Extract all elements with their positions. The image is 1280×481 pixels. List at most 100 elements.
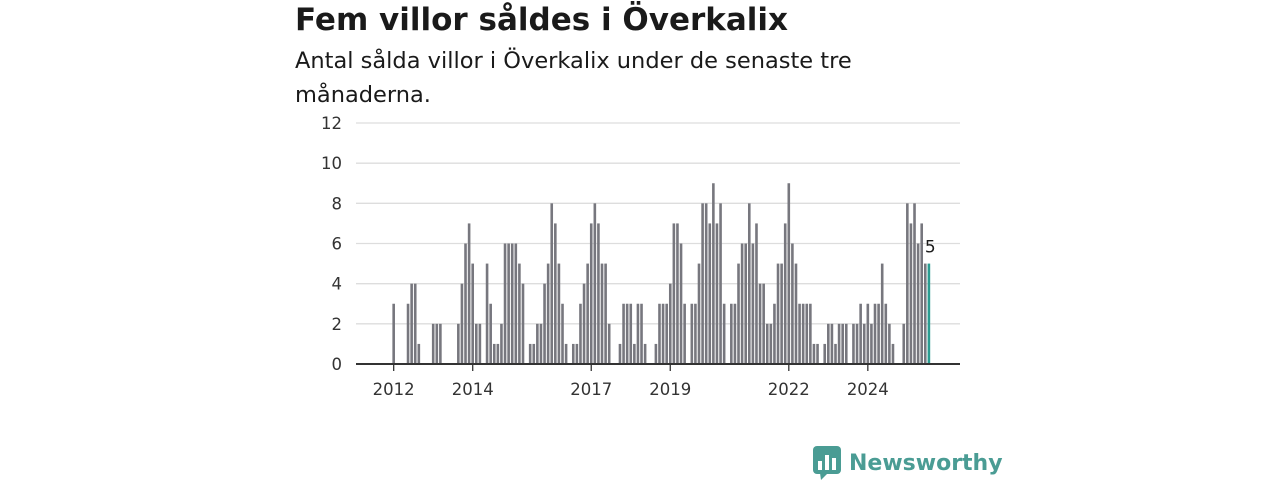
bar (762, 283, 765, 364)
bar (747, 203, 751, 364)
bar (575, 343, 579, 364)
bar (690, 303, 694, 364)
bar (830, 323, 834, 364)
bar (413, 283, 417, 364)
bar (417, 343, 421, 364)
annotations: 5 (925, 238, 936, 258)
bar (859, 303, 862, 364)
bar (873, 303, 877, 364)
bar (827, 323, 830, 364)
bar (640, 303, 643, 364)
bar (406, 303, 410, 364)
bar (518, 263, 521, 364)
bar (769, 323, 773, 364)
bar (852, 323, 855, 364)
bar (561, 303, 564, 364)
bar (536, 323, 539, 364)
bar (503, 243, 507, 364)
bar (410, 283, 413, 364)
y-tick-label: 12 (321, 114, 342, 133)
bar (884, 303, 888, 364)
bar (737, 263, 740, 364)
bar (794, 263, 798, 364)
bar (902, 323, 906, 364)
bar (528, 343, 532, 364)
y-axis-tick-labels: 0 2 4 6 8 10 12 (321, 114, 342, 374)
bar (492, 343, 496, 364)
bar (812, 343, 816, 364)
bar (543, 283, 546, 364)
bar (467, 223, 471, 364)
bar (658, 303, 661, 364)
bar (586, 263, 589, 364)
bar (783, 223, 787, 364)
bar (676, 223, 679, 364)
bar (891, 343, 895, 364)
bar (582, 283, 586, 364)
bar (485, 263, 489, 364)
y-tick-label: 6 (332, 235, 343, 254)
bar (697, 263, 701, 364)
bar (855, 323, 859, 364)
brand: Newsworthy (813, 445, 1003, 481)
bar (701, 203, 704, 364)
y-tick-label: 2 (332, 315, 343, 334)
bar (920, 223, 924, 364)
bar (643, 343, 647, 364)
bar (909, 223, 913, 364)
x-tick-label: 2022 (768, 380, 810, 399)
bar (805, 303, 809, 364)
bar (773, 303, 776, 364)
bar (636, 303, 640, 364)
x-tick-label: 2024 (847, 380, 889, 399)
bar (787, 183, 791, 364)
y-tick-label: 0 (332, 355, 343, 374)
bar (744, 243, 747, 364)
bar (500, 323, 503, 364)
bar (715, 223, 719, 364)
bar (791, 243, 794, 364)
bar (679, 243, 683, 364)
bar (823, 343, 827, 364)
bar (597, 223, 600, 364)
bar (751, 243, 755, 364)
bar-latest (927, 263, 931, 364)
chart-subtitle: Antal sålda villor i Överkalix under de … (295, 48, 852, 108)
bar (625, 303, 629, 364)
bar (593, 203, 597, 364)
y-tick-label: 4 (332, 275, 343, 294)
bar (816, 343, 819, 364)
bar (457, 323, 460, 364)
bar (888, 323, 891, 364)
y-tick-label: 8 (332, 194, 343, 213)
bar (755, 223, 758, 364)
bar (776, 263, 780, 364)
bar (546, 263, 550, 364)
bar (672, 223, 676, 364)
bar (478, 323, 482, 364)
bar (694, 303, 697, 364)
bar (730, 303, 733, 364)
bar (801, 303, 805, 364)
bar (834, 343, 837, 364)
bar (507, 243, 510, 364)
bar (431, 323, 435, 364)
bar (880, 263, 884, 364)
bar (654, 343, 658, 364)
bar (539, 323, 543, 364)
gridlines (356, 122, 960, 325)
bar (722, 303, 726, 364)
bar (392, 303, 395, 364)
bar (844, 323, 848, 364)
bar (550, 203, 554, 364)
bar (435, 323, 439, 364)
bar (475, 323, 478, 364)
bar (489, 303, 492, 364)
bar (618, 343, 622, 364)
x-tick-label: 2017 (570, 380, 612, 399)
bar (683, 303, 686, 364)
bar (798, 303, 801, 364)
newsworthy-logo-icon (813, 446, 841, 480)
bar (439, 323, 442, 364)
